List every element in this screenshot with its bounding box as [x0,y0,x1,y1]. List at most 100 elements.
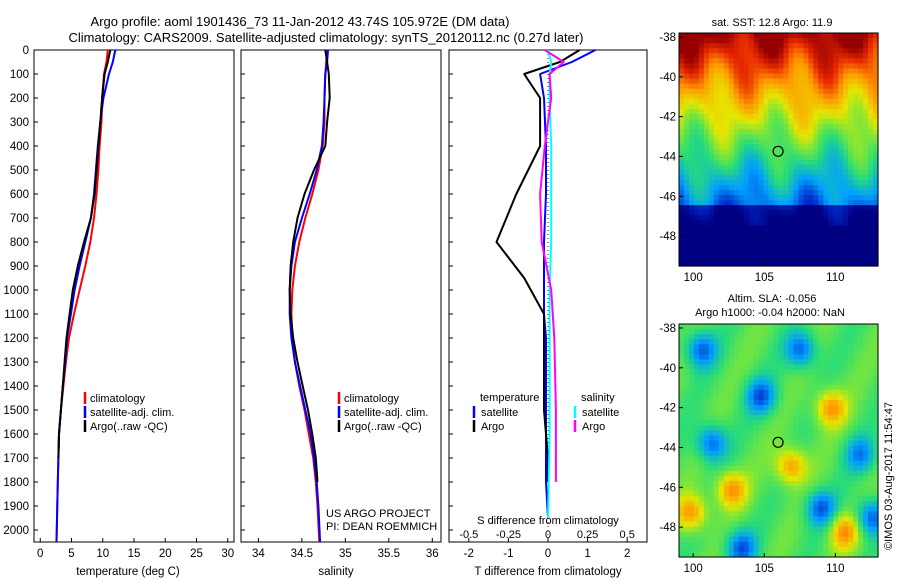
sst-cell [873,129,879,135]
sst-cell [679,195,685,201]
sla-cell [763,541,770,548]
sla-cell [813,394,819,401]
sla-cell [863,324,869,330]
sla-cell [753,329,760,335]
sst-cell [853,195,859,201]
sla-cell [738,450,745,457]
sla-cell [723,465,730,472]
sst-cell [858,195,864,201]
sst-cell [738,149,745,156]
sla-cell [718,465,725,472]
sla-cell [803,526,809,533]
sla-cell [853,324,859,330]
sla-cell [813,364,819,371]
sst-cell [728,210,735,216]
sla-cell [868,501,874,507]
sla-cell [748,450,755,457]
sst-cell [808,164,814,171]
sst-cell [753,154,760,161]
sla-cell [853,354,859,361]
sla-cell [863,506,869,512]
sla-cell [843,501,849,507]
sla-cell [863,354,869,361]
sla-cell [848,369,854,376]
lat-tick-label: -46 [659,191,676,203]
sla-cell [758,374,765,381]
sla-cell [743,329,750,335]
sst-cell [713,33,720,39]
sla-cell [853,476,859,482]
sla-cell [863,526,869,533]
sla-cell [679,415,685,421]
sst-cell [693,109,700,115]
sst-cell [713,235,720,242]
sla-cell [743,425,750,431]
sst-cell [698,250,705,257]
sst-cell [708,88,715,95]
sst-cell [758,149,765,156]
sla-cell [758,369,765,376]
sst-cell [763,215,770,221]
sla-cell [828,334,834,340]
sst-cell [758,43,765,49]
x-tick-label: 25 [190,548,203,560]
sla-cell [863,486,869,492]
sst-cell [833,200,839,206]
sst-cell [793,149,799,156]
sla-cell [808,541,814,548]
sst-cell [848,260,854,267]
sla-cell [723,531,730,538]
sla-cell [743,430,750,437]
sst-cell [733,38,740,44]
sst-cell [793,210,799,216]
sst-cell [808,68,814,75]
sst-cell [718,225,725,232]
sst-cell [743,129,750,135]
sst-cell [798,185,804,191]
sst-cell [843,235,849,242]
sst-cell [718,154,725,161]
sst-cell [803,48,809,54]
sst-cell [733,235,740,242]
sla-cell [698,536,705,543]
sla-cell [843,369,849,376]
sst-cell [843,169,849,176]
sst-cell [873,63,879,70]
sla-cell [818,364,824,371]
sla-cell [718,430,725,437]
sst-cell [848,98,854,105]
sla-cell [723,405,730,411]
sla-cell [833,405,839,411]
sst-cell [783,33,790,39]
sla-cell [818,344,824,350]
sla-cell [718,339,725,345]
sst-cell [708,255,715,262]
sst-cell [848,109,854,115]
sla-cell [848,551,854,558]
sla-cell [748,440,755,447]
sla-cell [708,476,715,482]
sst-cell [863,245,869,252]
sst-cell [703,58,710,64]
sst-cell [873,235,879,242]
sst-cell [758,179,765,186]
sla-cell [848,405,854,411]
sla-cell [773,551,780,558]
sla-cell [863,551,869,558]
sst-cell [679,63,685,70]
sst-cell [679,200,685,206]
sla-cell [718,405,725,411]
sst-cell [763,190,770,196]
sla-cell [783,344,790,350]
sst-cell [813,88,819,95]
legend-t-satellite-label: satellite [481,407,518,419]
sst-cell [833,205,839,211]
sst-cell [873,230,879,237]
sla-cell [758,430,765,437]
sst-cell [758,210,765,216]
sst-cell [768,88,775,95]
sla-cell [793,531,799,538]
sla-cell [748,415,755,421]
sla-cell [833,415,839,421]
sla-cell [679,369,685,376]
